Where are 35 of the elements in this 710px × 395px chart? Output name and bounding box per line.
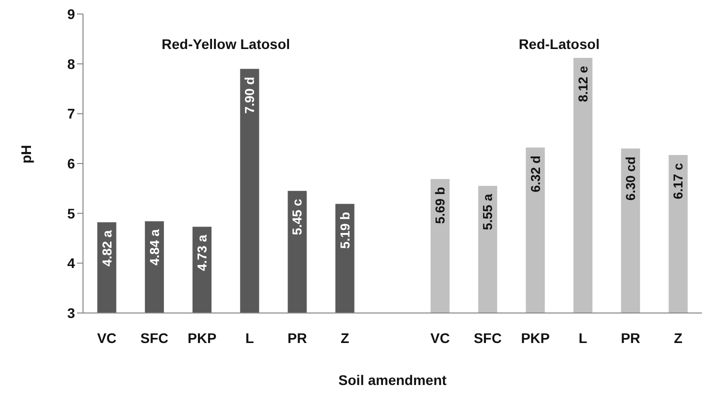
data-label: 7.90 d — [242, 76, 258, 114]
x-tick-label: VC — [430, 330, 450, 346]
y-tick-label: 8 — [67, 56, 76, 72]
data-label: 5.69 b — [432, 186, 448, 224]
y-tick-label: 4 — [67, 255, 76, 272]
data-label: 6.30 cd — [623, 156, 638, 201]
x-tick-label: SFC — [474, 330, 502, 346]
data-label: 4.84 a — [146, 228, 162, 266]
x-tick-label: VC — [97, 330, 117, 346]
x-axis-title: Soil amendment — [338, 372, 447, 388]
y-tick-label: 3 — [67, 304, 76, 321]
data-label: 6.17 c — [670, 163, 686, 200]
series-label: Red-Latosol — [518, 36, 601, 52]
y-tick-label: 5 — [67, 205, 76, 222]
data-label: 5.19 b — [337, 212, 352, 249]
x-tick-label: Z — [674, 330, 683, 346]
x-tick-label: Z — [340, 330, 350, 346]
data-label: 4.82 a — [99, 230, 114, 266]
x-tick-label: PR — [620, 330, 640, 346]
data-label: 5.45 c — [290, 198, 305, 236]
data-label: 5.55 a — [480, 193, 496, 230]
data-label: 6.32 d — [528, 156, 543, 192]
x-tick-label: PR — [288, 330, 307, 346]
x-tick-label: SFC — [140, 330, 168, 346]
y-tick-label: 7 — [67, 106, 76, 122]
data-label: 4.73 a — [194, 234, 210, 271]
x-tick-label: PKP — [188, 330, 216, 346]
y-axis-title: pH — [18, 144, 34, 164]
y-tick-label: 9 — [67, 6, 76, 22]
x-tick-label: PKP — [520, 330, 550, 346]
x-tick-label: L — [578, 330, 588, 346]
data-label: 8.12 e — [575, 66, 590, 102]
x-tick-label: L — [245, 330, 254, 346]
text: Red-Yellow Latosol — [160, 36, 292, 52]
y-tick-label: 6 — [67, 155, 76, 172]
